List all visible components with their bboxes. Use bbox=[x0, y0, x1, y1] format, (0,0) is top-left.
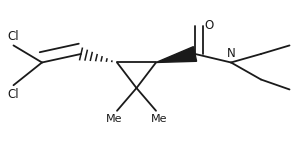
Text: Cl: Cl bbox=[8, 88, 19, 101]
Text: Me: Me bbox=[151, 114, 167, 124]
Polygon shape bbox=[156, 47, 196, 62]
Text: Me: Me bbox=[106, 114, 122, 124]
Text: Cl: Cl bbox=[8, 30, 19, 43]
Text: N: N bbox=[226, 47, 236, 60]
Text: O: O bbox=[204, 19, 213, 32]
